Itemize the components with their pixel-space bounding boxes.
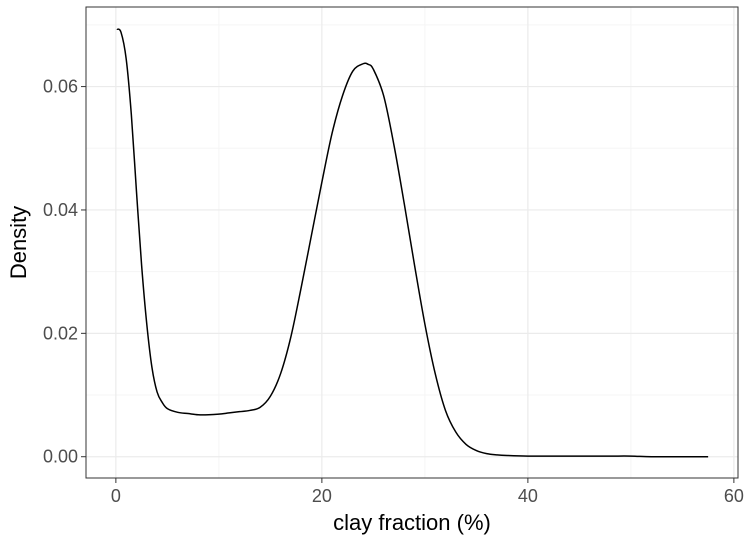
x-tick-label: 60 — [724, 486, 744, 506]
y-tick-label: 0.04 — [43, 200, 78, 220]
y-axis-ticks: 0.00 0.02 0.04 0.06 — [43, 77, 86, 467]
y-tick-label: 0.02 — [43, 323, 78, 343]
panel-border — [85, 6, 739, 479]
x-axis-title: clay fraction (%) — [333, 510, 491, 535]
x-axis-ticks: 0 20 40 60 — [111, 478, 744, 506]
y-tick-label: 0.06 — [43, 77, 78, 97]
minor-gridlines — [86, 7, 738, 478]
x-tick-label: 40 — [518, 486, 538, 506]
x-tick-label: 20 — [312, 486, 332, 506]
x-tick-label: 0 — [111, 486, 121, 506]
density-curve — [116, 28, 709, 458]
y-tick-label: 0.00 — [43, 447, 78, 467]
y-axis-title: Density — [6, 206, 31, 279]
